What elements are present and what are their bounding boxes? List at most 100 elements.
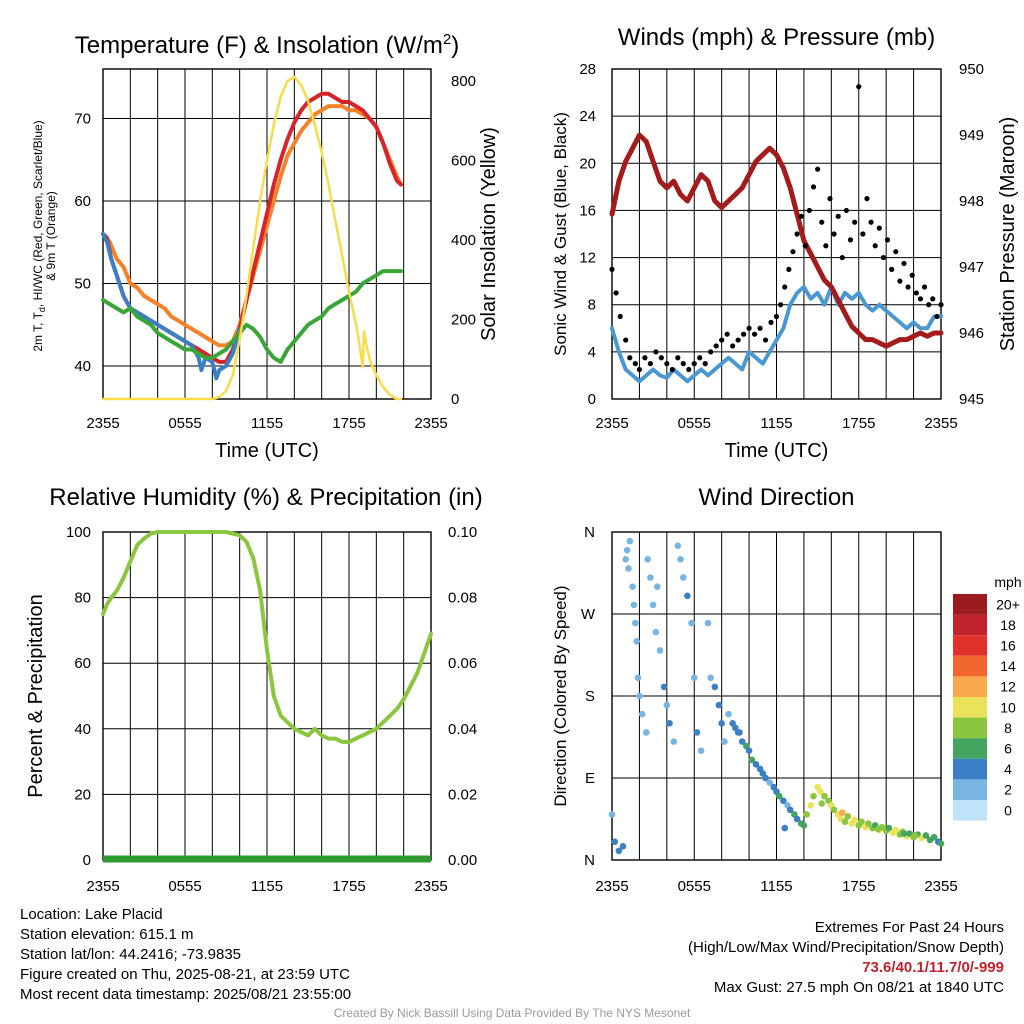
wind-direction-point — [748, 756, 756, 764]
colorbar-label: 10 — [1000, 699, 1016, 715]
winds-gust-point — [647, 361, 653, 367]
winds-gust-point — [664, 361, 670, 367]
winds-gust-point — [831, 231, 837, 237]
winds-gust-point — [815, 166, 821, 172]
winds-gust-point — [917, 296, 924, 302]
winds-gust-point — [675, 355, 681, 361]
wind-direction-point — [626, 537, 634, 545]
wind-direction-point — [775, 792, 783, 800]
temperature-y2-tick-label: 600 — [451, 152, 476, 169]
wind-direction-point — [632, 619, 639, 627]
winds-gust-point — [790, 249, 796, 255]
winds-gust-point — [719, 337, 725, 343]
temperature-x-tick-label: 1755 — [332, 415, 365, 432]
winds-gust-point — [627, 355, 633, 361]
wind-direction-point — [780, 797, 787, 805]
winds-gust-point — [868, 219, 874, 225]
winds-gust-point — [864, 196, 870, 202]
winds-gust-point — [762, 337, 769, 343]
temperature-y2-tick-label: 400 — [451, 232, 476, 249]
wind-direction-point — [810, 792, 817, 800]
winds-gust-point — [926, 302, 932, 308]
colorbar-swatch — [953, 738, 987, 759]
colorbar-title: mph — [994, 574, 1021, 590]
temperature-y-label-subscript: d — [37, 307, 47, 312]
winds-gust-point — [852, 219, 858, 225]
wind-direction-y-tick-label: N — [584, 524, 595, 541]
humidity-chart-title: Relative Humidity (%) & Precipitation (i… — [49, 484, 482, 511]
wind-direction-point — [615, 847, 623, 855]
max-gust: Max Gust: 27.5 mph On 08/21 at 1840 UTC — [713, 979, 1004, 996]
winds-gust-point — [778, 302, 784, 308]
colorbar-label: 4 — [1004, 761, 1012, 777]
winds-gust-point — [757, 325, 763, 331]
wind-direction-point — [711, 683, 719, 691]
wind-direction-point — [715, 701, 723, 709]
wind-direction-point — [663, 701, 671, 709]
winds-gust-point — [798, 213, 804, 219]
colorbar-swatch — [953, 779, 987, 800]
wind-direction-point — [622, 556, 630, 563]
wind-direction-point — [930, 833, 938, 841]
wind-direction-point — [721, 738, 728, 745]
winds-gust-point — [810, 184, 817, 190]
winds-gust-point — [860, 231, 866, 237]
wind-direction-y-tick-label: N — [584, 852, 595, 869]
station-location: Location: Lake Placid — [20, 906, 163, 923]
wind-direction-y-tick-label: E — [585, 770, 595, 787]
winds-x-tick-label: 1755 — [842, 415, 875, 432]
winds-gust-point — [893, 249, 899, 255]
winds-gust-point — [889, 266, 895, 272]
winds-gust-point — [730, 343, 736, 349]
wind-direction-point — [766, 779, 773, 786]
humidity-y-tick-label: 60 — [74, 655, 91, 672]
credit-line: Created By Nick Bassill Using Data Provi… — [333, 1006, 691, 1020]
wind-direction-point — [874, 825, 882, 833]
temperature-series-green — [101, 269, 403, 364]
winds-y-tick-label: 4 — [588, 344, 596, 361]
wind-direction-point — [670, 738, 677, 745]
wind-direction-point — [851, 816, 858, 824]
winds-y2-tick-label: 946 — [959, 325, 984, 342]
winds-gust-point — [768, 319, 774, 325]
winds-x-tick-label: 2355 — [924, 415, 957, 432]
colorbar-swatch — [953, 655, 987, 677]
temperature-y-tick-label: 70 — [74, 111, 91, 128]
winds-gust-point — [880, 254, 887, 261]
wind-direction-point — [892, 826, 900, 834]
wind-direction-point — [922, 832, 930, 839]
winds-gust-point — [884, 237, 891, 243]
winds-y-tick-label: 0 — [588, 391, 596, 408]
winds-gust-point — [794, 231, 800, 237]
colorbar-swatch — [953, 717, 987, 739]
extremes-info: Extremes For Past 24 Hours (High/Low/Max… — [688, 918, 1004, 998]
wind-direction-x-tick-label: 2355 — [595, 878, 628, 895]
wind-direction-point — [693, 729, 701, 736]
temperature-x-axis-label: Time (UTC) — [215, 440, 319, 462]
temperature-y2-tick-label: 200 — [451, 311, 476, 328]
winds-gust-point — [938, 302, 944, 308]
winds-sonic-wind-line — [610, 285, 943, 384]
wind-direction-point — [841, 818, 849, 826]
colorbar-swatch — [953, 635, 987, 656]
wind-direction-point — [666, 720, 673, 727]
temperature-chart-title: Temperature (F) & Insolation (W/m2) — [75, 31, 459, 59]
wind-direction-point — [817, 788, 824, 795]
wind-direction-point — [647, 574, 654, 581]
temperature-x-tick-label: 2355 — [86, 415, 119, 432]
recent-data-timestamp: Most recent data timestamp: 2025/08/21 2… — [20, 986, 352, 1003]
winds-gust-point — [697, 355, 703, 361]
winds-gust-point — [930, 296, 936, 302]
colorbar-label: 0 — [1004, 802, 1012, 818]
wind-direction-point — [821, 792, 828, 800]
winds-gust-point — [839, 254, 845, 261]
winds-gust-point — [819, 219, 825, 225]
temperature-series-scarlet_blue — [101, 232, 242, 381]
extremes-title: Extremes For Past 24 Hours — [814, 919, 1004, 936]
temperature-y-label-line: & 9m T (Orange) — [44, 191, 58, 281]
winds-gust-point — [746, 325, 752, 331]
wind-direction-point — [633, 638, 640, 645]
winds-gust-point — [702, 361, 708, 367]
winds-axes — [611, 68, 942, 400]
